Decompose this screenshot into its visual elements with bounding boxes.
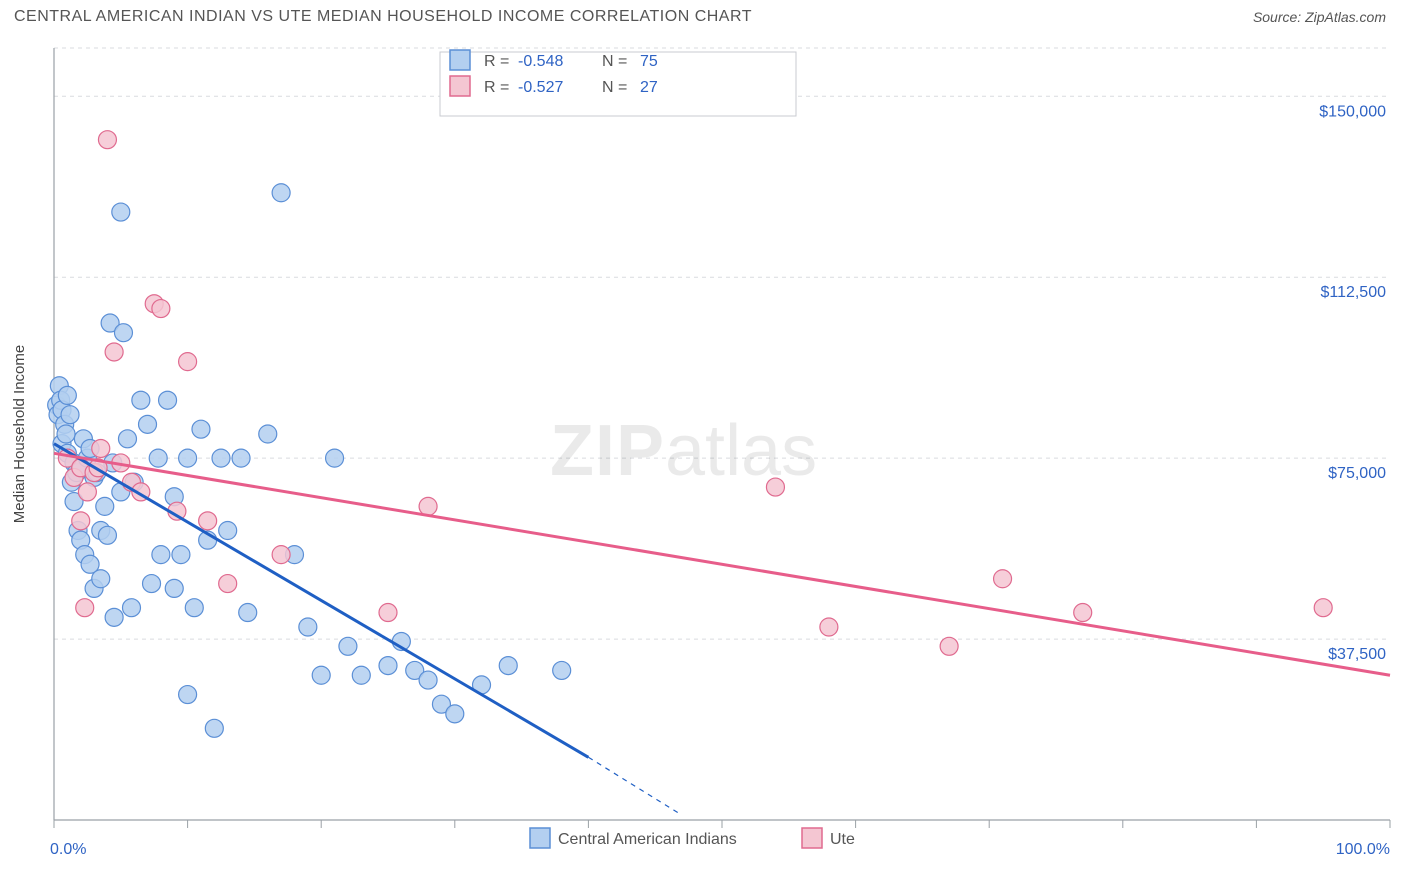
data-point	[419, 497, 437, 515]
y-tick-label: $150,000	[1319, 103, 1386, 120]
data-point	[92, 570, 110, 588]
data-point	[132, 391, 150, 409]
chart-source: Source: ZipAtlas.com	[1253, 9, 1386, 25]
source-prefix: Source:	[1253, 9, 1305, 25]
legend-stat-text: -0.527	[518, 79, 563, 96]
data-point	[940, 637, 958, 655]
data-point	[312, 666, 330, 684]
x-label-right: 100.0%	[1336, 841, 1390, 858]
y-tick-label: $75,000	[1328, 465, 1386, 482]
data-point	[419, 671, 437, 689]
data-point	[499, 657, 517, 675]
data-point	[118, 430, 136, 448]
data-point	[61, 406, 79, 424]
data-point	[179, 686, 197, 704]
data-point	[272, 184, 290, 202]
data-point	[339, 637, 357, 655]
x-label-left: 0.0%	[50, 841, 86, 858]
data-point	[105, 608, 123, 626]
data-point	[57, 425, 75, 443]
data-point	[179, 449, 197, 467]
data-point	[76, 599, 94, 617]
data-point	[1314, 599, 1332, 617]
data-point	[766, 478, 784, 496]
data-point	[205, 719, 223, 737]
data-point	[152, 300, 170, 318]
data-point	[58, 386, 76, 404]
data-point	[159, 391, 177, 409]
trend-line	[54, 453, 1390, 675]
data-point	[112, 203, 130, 221]
data-point	[1074, 604, 1092, 622]
trend-line-extrapolated	[588, 757, 682, 815]
legend-stat-text: -0.548	[518, 53, 563, 70]
data-point	[820, 618, 838, 636]
legend-series-label: Central American Indians	[558, 831, 737, 848]
legend-swatch	[450, 76, 470, 96]
y-tick-label: $112,500	[1320, 284, 1386, 301]
chart-container: $37,500 $75,000 $112,500 $150,000 0.0% 100.0%…	[0, 30, 1406, 880]
data-point	[92, 439, 110, 457]
y-axis-label: Median Household Income	[11, 345, 28, 523]
data-point	[553, 661, 571, 679]
data-point	[379, 604, 397, 622]
data-point	[96, 497, 114, 515]
data-point	[152, 546, 170, 564]
data-point	[172, 546, 190, 564]
data-point	[232, 449, 250, 467]
data-point	[272, 546, 290, 564]
data-point	[72, 512, 90, 530]
legend-stat-text: N =	[602, 53, 627, 70]
legend-series-label: Ute	[830, 831, 855, 848]
data-point	[143, 575, 161, 593]
data-point	[199, 512, 217, 530]
legend-swatch	[802, 828, 822, 848]
data-point	[98, 526, 116, 544]
source-name: ZipAtlas.com	[1305, 9, 1386, 25]
correlation-scatter-chart: $37,500 $75,000 $112,500 $150,000 0.0% 100.0%…	[0, 30, 1406, 880]
data-point	[259, 425, 277, 443]
data-point	[994, 570, 1012, 588]
data-point	[78, 483, 96, 501]
data-point	[149, 449, 167, 467]
chart-title: CENTRAL AMERICAN INDIAN VS UTE MEDIAN HO…	[14, 8, 752, 26]
legend-swatch	[450, 50, 470, 70]
data-point	[139, 415, 157, 433]
data-point	[98, 131, 116, 149]
legend-stat-text: R =	[484, 79, 509, 96]
data-point	[219, 575, 237, 593]
legend-stat-text: R =	[484, 53, 509, 70]
data-point	[239, 604, 257, 622]
data-point	[179, 353, 197, 371]
chart-header: CENTRAL AMERICAN INDIAN VS UTE MEDIAN HO…	[0, 0, 1406, 30]
data-point	[212, 449, 230, 467]
legend-stat-text: N =	[602, 79, 627, 96]
data-point	[299, 618, 317, 636]
data-point	[122, 599, 140, 617]
data-point	[446, 705, 464, 723]
y-tick-label: $37,500	[1328, 646, 1386, 663]
data-point	[352, 666, 370, 684]
legend-swatch	[530, 828, 550, 848]
data-point	[185, 599, 203, 617]
data-point	[165, 579, 183, 597]
data-point	[379, 657, 397, 675]
legend-stat-text: 27	[640, 79, 658, 96]
data-point	[105, 343, 123, 361]
data-point	[219, 522, 237, 540]
data-point	[192, 420, 210, 438]
data-point	[326, 449, 344, 467]
legend-stat-text: 75	[640, 53, 658, 70]
data-point	[114, 324, 132, 342]
